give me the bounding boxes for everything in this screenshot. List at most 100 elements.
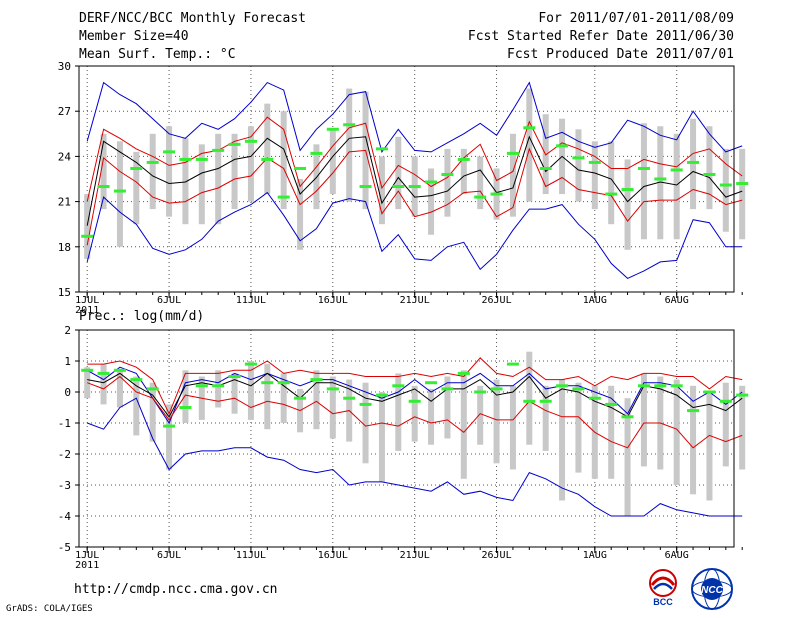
member-size: Member Size=40 xyxy=(79,29,189,44)
observed-marker xyxy=(572,156,585,160)
ensemble-bar xyxy=(182,370,189,423)
ensemble-bar xyxy=(182,138,189,225)
observed-marker xyxy=(654,177,667,181)
observed-marker xyxy=(425,180,438,184)
observed-marker xyxy=(408,185,421,189)
ensemble-bar xyxy=(247,361,254,420)
ensemble-bar xyxy=(100,133,107,210)
observed-marker xyxy=(687,160,700,164)
observed-marker xyxy=(408,399,421,403)
ensemble-bar xyxy=(346,88,353,202)
x-tick-label: 6JUL xyxy=(157,295,181,306)
ensemble-bar xyxy=(739,148,746,240)
bcc-logo: BCC xyxy=(649,569,677,607)
ensemble-bar xyxy=(657,126,664,240)
x-tick-label: 1AUG xyxy=(583,550,607,561)
observed-marker xyxy=(228,375,241,378)
ensemble-bar xyxy=(526,351,533,445)
ensemble-bar xyxy=(313,370,320,430)
x-tick-year-label: 2011 xyxy=(75,305,99,316)
observed-marker xyxy=(654,384,667,388)
observed-marker xyxy=(637,384,650,388)
bcc-logo-text: BCC xyxy=(653,597,673,607)
mean-line xyxy=(86,135,743,226)
observed-marker xyxy=(605,402,618,406)
observed-marker xyxy=(556,144,569,148)
forecast-started: Fcst Started Refer Date 2011/06/30 xyxy=(467,29,734,44)
ensemble-bar xyxy=(460,148,467,195)
observed-marker xyxy=(490,387,503,391)
ensemble-bar xyxy=(624,159,631,250)
observed-marker xyxy=(277,195,290,199)
observed-marker xyxy=(506,362,519,366)
y-tick-label: -3 xyxy=(58,479,71,492)
min-line xyxy=(86,366,743,425)
ncc-logo: NCC xyxy=(691,568,733,610)
variable-label-precipitation: Prec.: log(mm/d) xyxy=(79,309,205,324)
max-line xyxy=(87,397,743,517)
forecast-period: For 2011/07/01-2011/08/09 xyxy=(538,11,734,26)
ensemble-bar xyxy=(378,392,385,482)
observed-marker xyxy=(556,384,569,388)
observed-marker xyxy=(97,185,110,189)
ensemble-bar xyxy=(706,126,713,210)
observed-marker xyxy=(212,384,225,388)
observed-marker xyxy=(375,393,388,397)
x-tick-label: 21JUL xyxy=(400,295,430,306)
observed-marker xyxy=(130,166,143,170)
min-line xyxy=(86,191,743,279)
observed-marker xyxy=(113,368,126,372)
plot-frame xyxy=(78,65,735,293)
observed-marker xyxy=(687,409,700,413)
observed-marker xyxy=(294,396,307,400)
observed-marker xyxy=(163,424,176,428)
ensemble-bar xyxy=(542,385,549,451)
ensemble-bar xyxy=(133,151,140,225)
observed-marker xyxy=(375,147,388,151)
observed-marker xyxy=(228,142,241,146)
sd-lower-line xyxy=(87,375,743,449)
observed-marker xyxy=(146,160,159,164)
y-tick-label: -2 xyxy=(58,448,71,461)
y-tick-label: 15 xyxy=(58,286,71,299)
observed-marker xyxy=(359,185,372,189)
observed-marker xyxy=(81,368,94,372)
observed-marker xyxy=(670,384,683,388)
ensemble-bar xyxy=(84,367,91,399)
observed-marker xyxy=(359,402,372,406)
ensemble-bar xyxy=(378,156,385,225)
ensemble-bar xyxy=(231,373,238,414)
ensemble-bar xyxy=(264,364,271,430)
sd-upper-line xyxy=(86,116,743,202)
ensemble-bar xyxy=(280,373,287,423)
observed-marker xyxy=(474,390,487,394)
observed-marker xyxy=(212,148,225,152)
ensemble-bar xyxy=(640,123,647,240)
observed-marker xyxy=(261,157,274,161)
ensemble-bar xyxy=(198,144,205,225)
observed-marker xyxy=(703,172,716,176)
ncc-logo-text: NCC xyxy=(701,585,723,596)
observed-marker xyxy=(719,399,732,403)
variable-label-temperature: Mean Surf. Temp.: °C xyxy=(79,47,236,62)
observed-marker xyxy=(326,387,339,391)
plot-frame xyxy=(78,329,735,548)
mean-line xyxy=(87,372,743,418)
y-tick-label: -1 xyxy=(58,417,71,430)
observed-marker xyxy=(670,168,683,172)
observed-marker xyxy=(163,150,176,154)
observed-marker xyxy=(343,123,356,127)
observed-marker xyxy=(392,384,405,388)
source-url[interactable]: http://cmdp.ncc.cma.gov.cn xyxy=(74,582,278,597)
observed-marker xyxy=(441,387,454,391)
y-tick-label: 27 xyxy=(58,105,71,118)
x-tick-label: 16JUL xyxy=(318,295,348,306)
ensemble-bar xyxy=(215,370,222,408)
observed-marker xyxy=(294,166,307,170)
ensemble-bar xyxy=(739,385,746,470)
ensemble-bar xyxy=(166,126,173,217)
ensemble-bar xyxy=(673,133,680,240)
y-tick-label: 30 xyxy=(58,60,71,73)
forecast-produced: Fcst Produced Date 2011/07/01 xyxy=(507,47,734,62)
